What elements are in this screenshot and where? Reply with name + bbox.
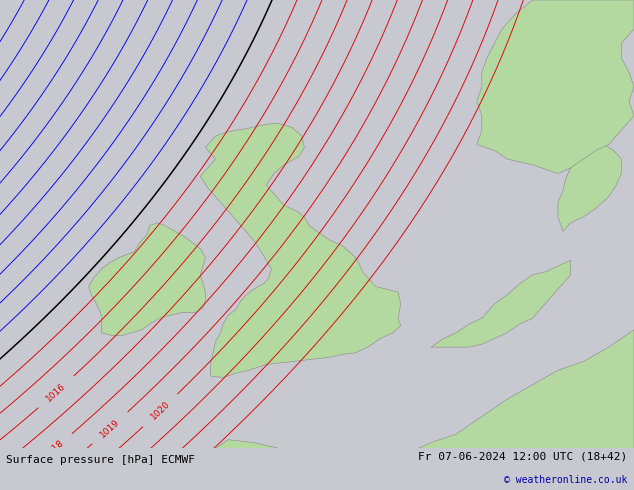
Text: © weatheronline.co.uk: © weatheronline.co.uk — [504, 475, 628, 485]
Text: 1019: 1019 — [98, 417, 122, 439]
Text: 1018: 1018 — [42, 438, 65, 460]
Text: Fr 07-06-2024 12:00 UTC (18+42): Fr 07-06-2024 12:00 UTC (18+42) — [418, 452, 628, 462]
Text: 1020: 1020 — [149, 399, 172, 421]
Text: 1017: 1017 — [0, 457, 10, 479]
Text: 1021: 1021 — [96, 475, 120, 490]
Text: Surface pressure [hPa] ECMWF: Surface pressure [hPa] ECMWF — [6, 455, 195, 465]
Text: 1023: 1023 — [151, 484, 174, 490]
Text: 1016: 1016 — [44, 381, 68, 403]
